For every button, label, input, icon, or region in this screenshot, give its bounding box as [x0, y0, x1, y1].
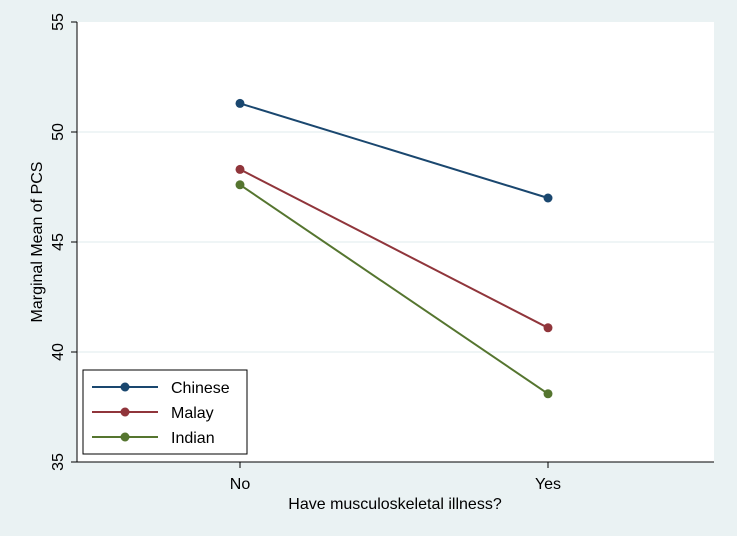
series-line: [239, 168, 549, 329]
data-point: [543, 193, 553, 203]
x-tick-label: No: [230, 476, 251, 493]
data-point: [235, 180, 245, 190]
legend-label: Chinese: [171, 380, 230, 397]
y-tick-label: 50: [50, 123, 67, 141]
y-axis-title: Marginal Mean of PCS: [29, 162, 46, 323]
gridlines: [77, 131, 714, 353]
y-axis-ticks: 35 40 45 50 55: [50, 13, 77, 471]
legend-marker: [120, 407, 130, 417]
legend: Chinese Malay Indian: [82, 369, 248, 455]
x-tick-label: Yes: [535, 476, 561, 493]
series-line: [239, 183, 549, 395]
data-point: [235, 164, 245, 174]
legend-label: Malay: [171, 405, 214, 422]
series-group: [235, 98, 553, 399]
data-point: [235, 98, 245, 108]
y-tick-label: 40: [50, 343, 67, 361]
legend-marker: [120, 382, 130, 392]
legend-label: Indian: [171, 430, 215, 447]
y-tick-label: 55: [50, 13, 67, 31]
series-line: [239, 102, 549, 199]
legend-marker: [120, 432, 130, 442]
y-tick-label: 45: [50, 233, 67, 251]
y-tick-label: 35: [50, 453, 67, 471]
x-axis-title: Have musculoskeletal illness?: [288, 496, 502, 513]
x-axis-ticks: No Yes: [230, 462, 561, 493]
data-point: [543, 389, 553, 399]
data-point: [543, 323, 553, 333]
